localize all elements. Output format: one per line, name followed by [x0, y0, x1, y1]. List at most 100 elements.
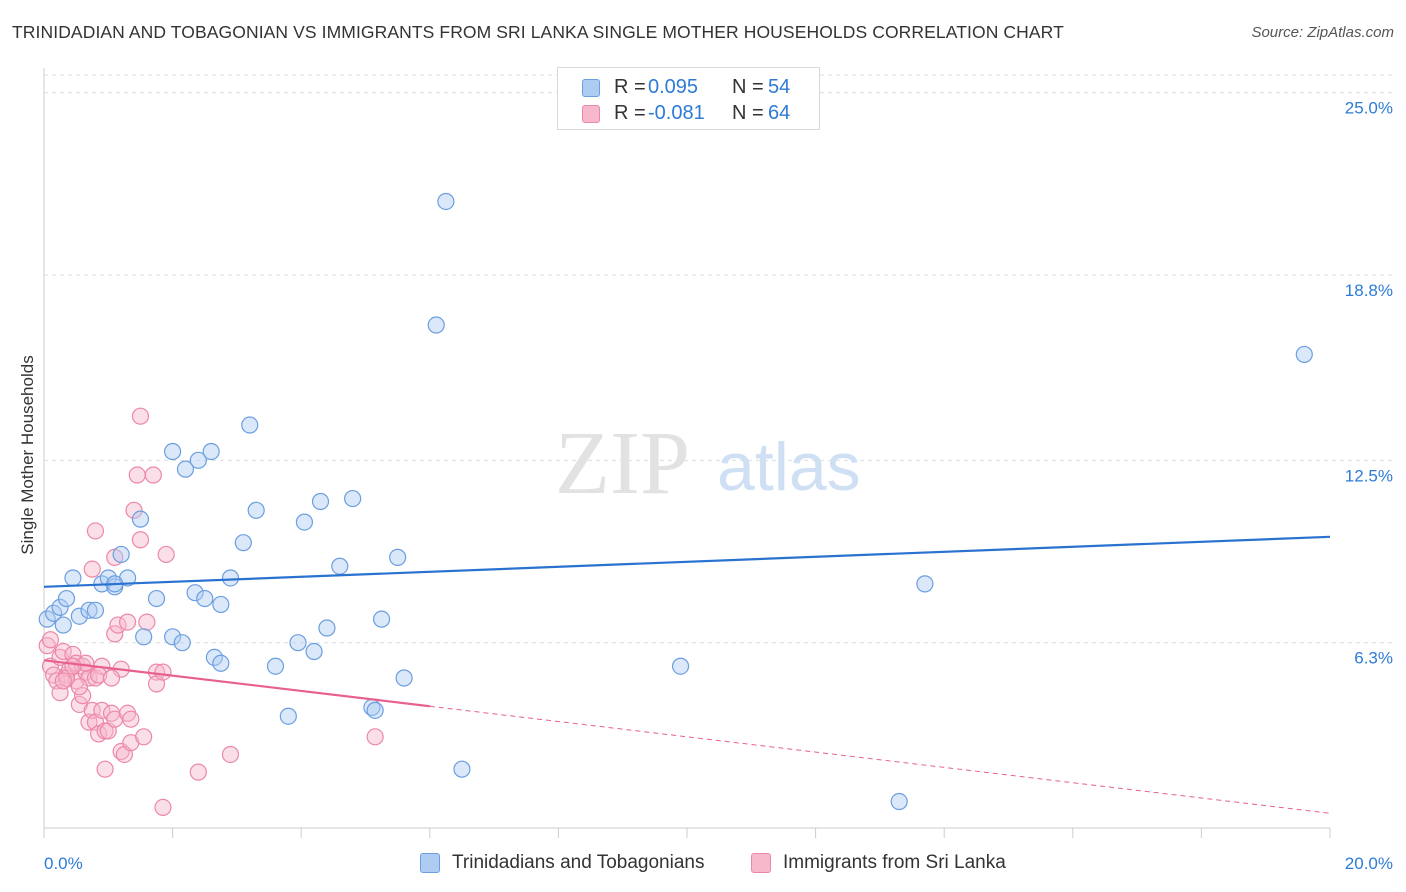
- data-point-sri-lanka: [131, 407, 150, 425]
- data-point-trinidadians: [189, 451, 207, 469]
- n-value: 64: [768, 102, 791, 124]
- y-tick-label: 18.8%: [1345, 281, 1393, 300]
- gridlines: [44, 74, 1395, 644]
- source-label: Source: ZipAtlas.com: [1251, 24, 1394, 41]
- y-tick-label: 25.0%: [1345, 99, 1393, 118]
- data-point-trinidadians: [173, 634, 191, 652]
- series-sri-lanka: [38, 407, 384, 817]
- data-point-sri-lanka: [41, 631, 60, 649]
- data-point-sri-lanka: [106, 625, 124, 643]
- data-point-sri-lanka: [189, 763, 207, 781]
- data-point-sri-lanka: [131, 531, 150, 549]
- data-point-trinidadians: [164, 442, 182, 461]
- data-point-sri-lanka: [135, 728, 153, 746]
- data-point-sri-lanka: [118, 613, 137, 631]
- y-tick-label: 6.3%: [1354, 649, 1393, 668]
- legend-swatch-blue: [582, 79, 600, 97]
- data-point-trinidadians: [311, 492, 330, 511]
- watermark-zip: ZIP: [555, 414, 690, 513]
- data-point-trinidadians: [131, 510, 150, 528]
- data-point-sri-lanka: [154, 663, 172, 681]
- data-point-trinidadians: [318, 619, 336, 637]
- data-point-trinidadians: [890, 792, 908, 811]
- data-point-trinidadians: [437, 192, 455, 211]
- data-point-sri-lanka: [96, 760, 114, 778]
- data-point-sri-lanka: [154, 798, 172, 817]
- data-point-trinidadians: [212, 595, 230, 614]
- data-point-trinidadians: [289, 634, 307, 652]
- data-point-trinidadians: [135, 628, 153, 646]
- legend-row-blue: R = 0.095 N = 54: [558, 74, 819, 102]
- data-point-trinidadians: [279, 707, 297, 725]
- data-point-sri-lanka: [144, 466, 162, 484]
- data-point-trinidadians: [70, 607, 88, 625]
- data-point-trinidadians: [305, 642, 323, 661]
- data-point-trinidadians: [51, 598, 69, 616]
- data-point-trinidadians: [176, 460, 195, 478]
- data-point-trinidadians: [147, 589, 166, 608]
- data-point-sri-lanka: [86, 522, 105, 540]
- data-point-trinidadians: [99, 569, 117, 587]
- data-point-trinidadians: [221, 569, 240, 587]
- data-point-sri-lanka: [64, 645, 82, 664]
- data-point-trinidadians: [916, 575, 934, 593]
- data-point-sri-lanka: [73, 687, 92, 705]
- axes: [43, 68, 1331, 838]
- data-point-trinidadians: [427, 316, 445, 334]
- data-point-trinidadians: [395, 669, 413, 687]
- data-point-sri-lanka: [138, 613, 156, 631]
- data-point-sri-lanka: [102, 669, 121, 687]
- data-point-sri-lanka: [366, 728, 384, 746]
- data-point-trinidadians: [112, 545, 130, 564]
- trend-lines: [43, 535, 1331, 814]
- data-point-trinidadians: [331, 557, 349, 575]
- data-point-trinidadians: [54, 616, 72, 634]
- data-point-trinidadians: [247, 501, 265, 519]
- data-point-trinidadians: [86, 601, 105, 619]
- data-point-trinidadians: [57, 589, 76, 608]
- r-label: R =: [614, 102, 646, 124]
- data-point-trinidadians: [372, 610, 391, 628]
- data-point-sri-lanka: [54, 672, 72, 690]
- correlation-legend: R = 0.095 N = 54 R = -0.081 N = 64: [557, 67, 820, 130]
- data-point-trinidadians: [164, 628, 182, 646]
- data-point-trinidadians: [64, 569, 82, 587]
- data-point-sri-lanka: [122, 710, 140, 728]
- chart-title: TRINIDADIAN AND TOBAGONIAN VS IMMIGRANTS…: [12, 22, 1064, 42]
- data-point-trinidadians: [366, 701, 384, 719]
- legend-swatch-pink: [751, 853, 771, 873]
- data-point-trinidadians: [202, 442, 220, 461]
- data-point-trinidadians: [196, 589, 214, 608]
- trend-line-sri-lanka: [43, 659, 430, 708]
- n-value: 54: [768, 76, 791, 98]
- tick-labels: 6.3% 12.5% 18.8% 25.0% 0.0% 20.0%: [44, 99, 1393, 873]
- data-point-trinidadians: [45, 604, 63, 622]
- legend-label: Trinidadians and Tobagonians: [452, 852, 705, 873]
- legend-swatch-blue: [420, 853, 440, 873]
- series-trinidadians: [38, 192, 1313, 811]
- data-point-sri-lanka: [83, 560, 101, 578]
- x-tick-label: 0.0%: [44, 854, 83, 873]
- watermark-atlas: atlas: [717, 429, 861, 505]
- data-point-trinidadians: [344, 489, 362, 508]
- y-tick-label: 12.5%: [1345, 466, 1393, 485]
- data-point-sri-lanka: [109, 616, 127, 634]
- n-label: N =: [732, 102, 764, 124]
- data-point-trinidadians: [186, 584, 204, 602]
- data-point-sri-lanka: [221, 745, 240, 764]
- r-label: R =: [614, 76, 646, 98]
- legend-row-pink: R = -0.081 N = 64: [558, 100, 819, 128]
- data-point-trinidadians: [389, 548, 407, 566]
- data-point-trinidadians: [234, 534, 252, 552]
- x-tick-label: 20.0%: [1345, 854, 1393, 873]
- data-point-trinidadians: [1295, 345, 1313, 364]
- data-point-sri-lanka: [128, 466, 146, 484]
- data-point-trinidadians: [38, 610, 56, 628]
- trend-line-sri-lanka-extrapolated: [429, 705, 1331, 814]
- trend-line-trinidadians: [43, 535, 1331, 588]
- r-value: 0.095: [648, 76, 699, 98]
- data-point-sri-lanka: [64, 657, 82, 675]
- watermark: ZIP atlas: [555, 414, 861, 513]
- data-point-sri-lanka: [125, 501, 143, 519]
